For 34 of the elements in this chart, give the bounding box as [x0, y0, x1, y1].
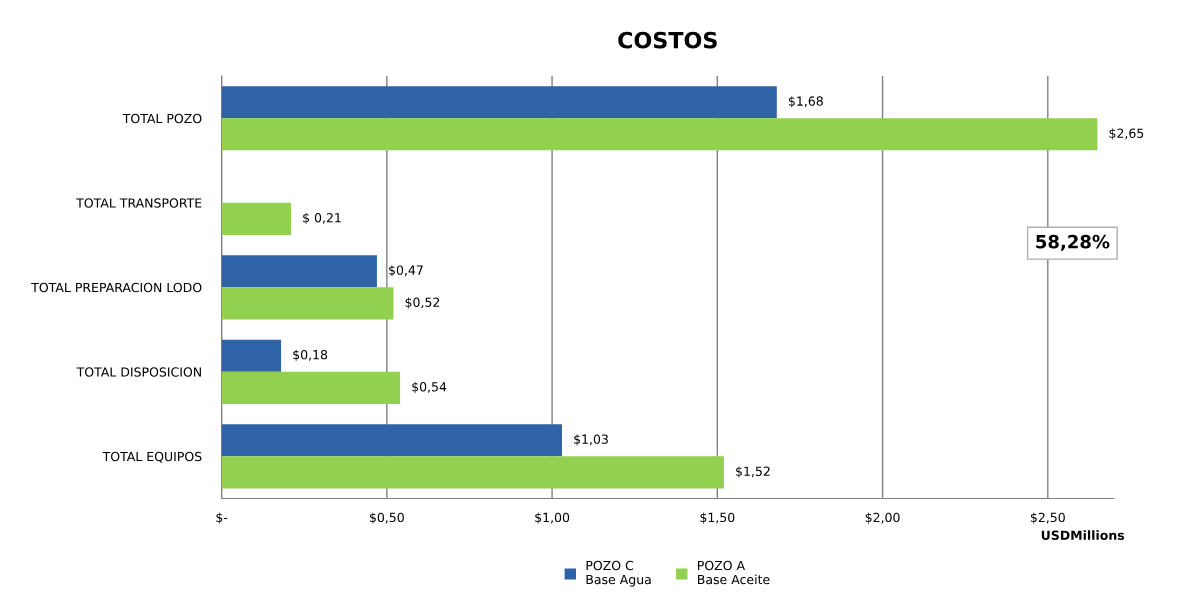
bar [221, 456, 724, 489]
data-label: $1,52 [736, 466, 770, 478]
bar [221, 424, 562, 457]
x-tick-label: $0,50 [369, 512, 404, 524]
bar [221, 371, 401, 404]
data-label: $ 0,21 [303, 212, 341, 225]
data-label: $0,52 [405, 297, 440, 309]
y-tick-label: TOTAL EQUIPOS [102, 451, 202, 463]
y-tick-label: TOTAL POZO [122, 113, 202, 124]
y-tick-label: TOTAL DISPOSICION [76, 367, 201, 377]
x-tick-label: $1,00 [535, 512, 570, 524]
y-tick-label: TOTAL PREPARACION LODO [31, 282, 202, 293]
legend-label: POZO C Base Agua [586, 560, 651, 587]
annotation: 58,28% [1036, 234, 1110, 251]
x-tick-label: $2,00 [865, 512, 900, 524]
data-label: $0,47 [389, 265, 423, 277]
x-tick-label: $2,50 [1030, 512, 1065, 524]
y-tick-label: TOTAL TRANSPORTE [76, 198, 202, 208]
x-tick-label: $1,50 [700, 512, 735, 524]
data-label: $0,54 [412, 381, 447, 394]
bar [221, 86, 777, 119]
bar [221, 202, 291, 235]
bar [221, 339, 282, 372]
bar [221, 287, 394, 320]
legend-label: POZO A Base Aceite [698, 560, 770, 585]
bar [221, 255, 377, 288]
x-tick-label: $- [216, 512, 228, 524]
data-label: $2,65 [1109, 128, 1144, 140]
data-label: $1,03 [574, 434, 608, 446]
data-label: $1,68 [788, 96, 823, 108]
chart-title: COSTOS [618, 31, 717, 49]
data-label: $0,18 [293, 349, 328, 362]
bar [221, 118, 1098, 151]
x-axis-title: USDMillions [1041, 530, 1125, 540]
